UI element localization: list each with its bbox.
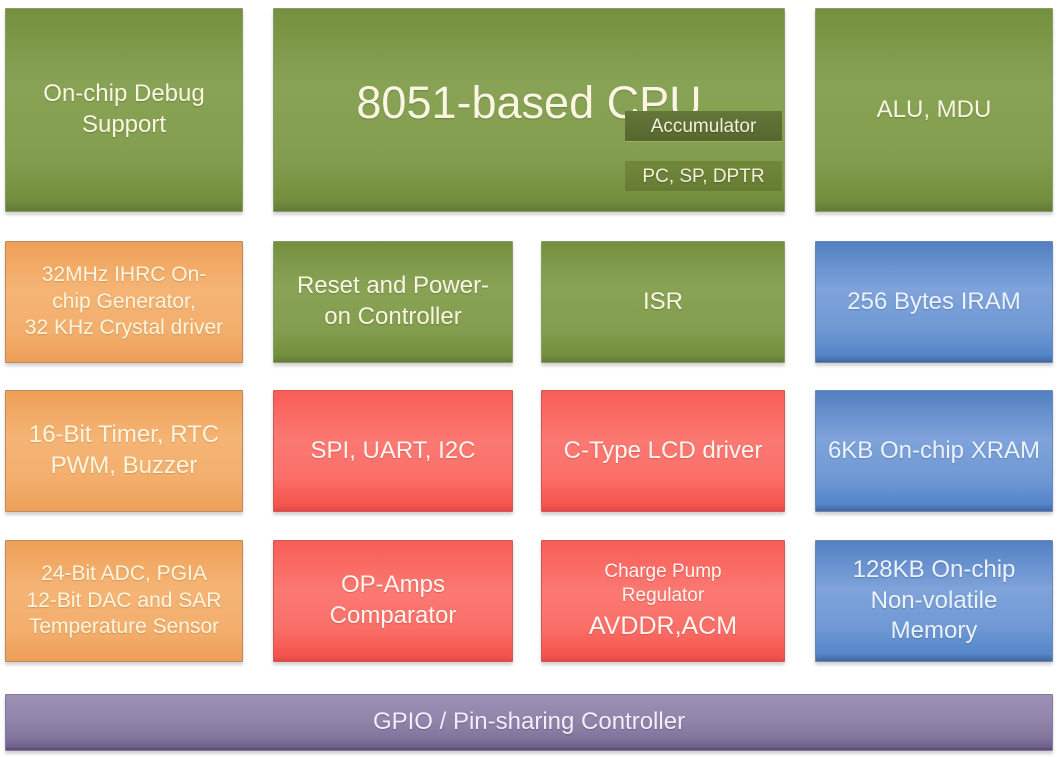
block-spi-uart-i2c: SPI, UART, I2C	[273, 390, 513, 512]
block-clock-generator: 32MHz IHRC On- chip Generator, 32 KHz Cr…	[5, 241, 243, 363]
block-reset-power-on-controller-label: Reset and Power- on Controller	[296, 272, 490, 330]
block-xram: 6KB On-chip XRAM	[815, 390, 1053, 512]
block-8051-cpu-label: 8051-based CPU	[356, 77, 702, 129]
block-timer-rtc-pwm-buzzer: 16-Bit Timer, RTC PWM, Buzzer	[5, 390, 243, 512]
accumulator-label: Accumulator	[650, 115, 757, 137]
block-on-chip-debug-support-label: On-chip Debug Support	[43, 80, 205, 138]
block-adc-dac-temperature-sensor-label: 24-Bit ADC, PGIA 12-Bit DAC and SAR Temp…	[26, 561, 222, 639]
block-charge-pump-regulator-label: Charge Pump Regulator	[604, 560, 722, 606]
block-spi-uart-i2c-label: SPI, UART, I2C	[310, 436, 476, 464]
block-lcd-driver-label: C-Type LCD driver	[563, 436, 763, 464]
block-isr: ISR	[541, 241, 785, 363]
block-clock-generator-label: 32MHz IHRC On- chip Generator, 32 KHz Cr…	[24, 262, 224, 340]
accumulator-band: Accumulator	[625, 111, 782, 142]
block-opamps-comparator: OP-Amps Comparator	[273, 540, 513, 662]
block-xram-label: 6KB On-chip XRAM	[827, 436, 1041, 464]
block-adc-dac-temperature-sensor: 24-Bit ADC, PGIA 12-Bit DAC and SAR Temp…	[5, 540, 243, 662]
block-non-volatile-memory-label: 128KB On-chip Non-volatile Memory	[852, 555, 1016, 645]
cpu-register-subblock: Accumulator PC, SP, DPTR	[625, 92, 782, 210]
block-non-volatile-memory: 128KB On-chip Non-volatile Memory	[815, 540, 1053, 662]
block-gpio-pin-sharing-controller: GPIO / Pin-sharing Controller	[5, 694, 1053, 751]
block-alu-mdu-label: ALU, MDU	[876, 95, 992, 123]
block-8051-cpu: 8051-based CPU Accumulator PC, SP, DPTR	[273, 8, 785, 212]
block-alu-mdu: ALU, MDU	[815, 8, 1053, 212]
registers-band: PC, SP, DPTR	[625, 161, 782, 191]
block-gpio-pin-sharing-controller-label: GPIO / Pin-sharing Controller	[372, 708, 686, 736]
block-iram: 256 Bytes IRAM	[815, 241, 1053, 363]
block-reset-power-on-controller: Reset and Power- on Controller	[273, 241, 513, 363]
block-lcd-driver: C-Type LCD driver	[541, 390, 785, 512]
block-charge-pump-avddr-acm-label: AVDDR,ACM	[588, 612, 738, 641]
block-timer-rtc-pwm-buzzer-label: 16-Bit Timer, RTC PWM, Buzzer	[28, 421, 220, 479]
block-on-chip-debug-support: On-chip Debug Support	[5, 8, 243, 212]
block-charge-pump-regulator: Charge Pump Regulator AVDDR,ACM	[541, 540, 785, 662]
registers-label: PC, SP, DPTR	[642, 165, 765, 187]
block-opamps-comparator-label: OP-Amps Comparator	[329, 571, 457, 629]
block-isr-label: ISR	[642, 287, 683, 315]
block-iram-label: 256 Bytes IRAM	[847, 287, 1021, 315]
